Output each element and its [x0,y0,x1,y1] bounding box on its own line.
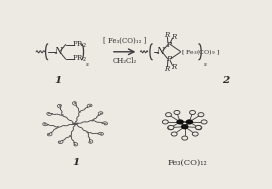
Text: P: P [166,55,171,63]
Circle shape [100,113,102,114]
Circle shape [166,113,171,117]
Text: 1: 1 [73,158,80,167]
Circle shape [174,110,180,115]
Text: Fe₃(CO)₁₂: Fe₃(CO)₁₂ [168,158,208,166]
Circle shape [104,123,106,125]
Circle shape [100,133,102,135]
Text: 2: 2 [222,76,230,85]
Text: $_s$: $_s$ [85,61,90,69]
Circle shape [182,136,188,140]
Circle shape [69,135,72,137]
Circle shape [89,141,91,143]
Circle shape [190,110,196,115]
Circle shape [72,123,75,125]
Text: [ Fe$_3$(CO)$_9$ ]: [ Fe$_3$(CO)$_9$ ] [181,47,220,57]
Text: R: R [172,33,177,40]
Circle shape [74,102,76,104]
Circle shape [198,113,204,117]
Circle shape [74,144,76,145]
Circle shape [57,126,59,128]
Circle shape [186,119,193,125]
Circle shape [79,111,81,113]
Circle shape [48,113,50,114]
Circle shape [168,125,174,129]
Text: R: R [172,63,177,71]
Circle shape [61,114,64,116]
Circle shape [168,126,174,130]
Text: CH₂Cl₂: CH₂Cl₂ [113,57,137,65]
Text: R: R [164,31,169,39]
Text: R: R [164,64,169,73]
Circle shape [89,105,91,107]
Circle shape [59,105,61,106]
Circle shape [91,120,94,122]
Text: $_s$: $_s$ [203,61,207,69]
Circle shape [86,132,89,133]
Text: [ Fe₃(CO)₁₂ ]: [ Fe₃(CO)₁₂ ] [103,37,146,45]
Circle shape [181,124,188,129]
Text: P: P [166,40,171,49]
Circle shape [44,123,46,125]
Circle shape [75,123,78,125]
Circle shape [196,126,202,130]
Circle shape [201,120,207,124]
Circle shape [59,141,61,143]
Text: N: N [157,47,164,56]
Circle shape [48,134,50,135]
Circle shape [192,132,198,136]
Text: 1: 1 [55,76,62,85]
Text: PR$_2$: PR$_2$ [72,54,86,64]
Circle shape [176,119,184,125]
Text: N: N [54,47,62,56]
Circle shape [171,132,177,136]
Circle shape [162,120,168,124]
Circle shape [196,125,201,129]
Text: PR$_2$: PR$_2$ [72,40,86,50]
